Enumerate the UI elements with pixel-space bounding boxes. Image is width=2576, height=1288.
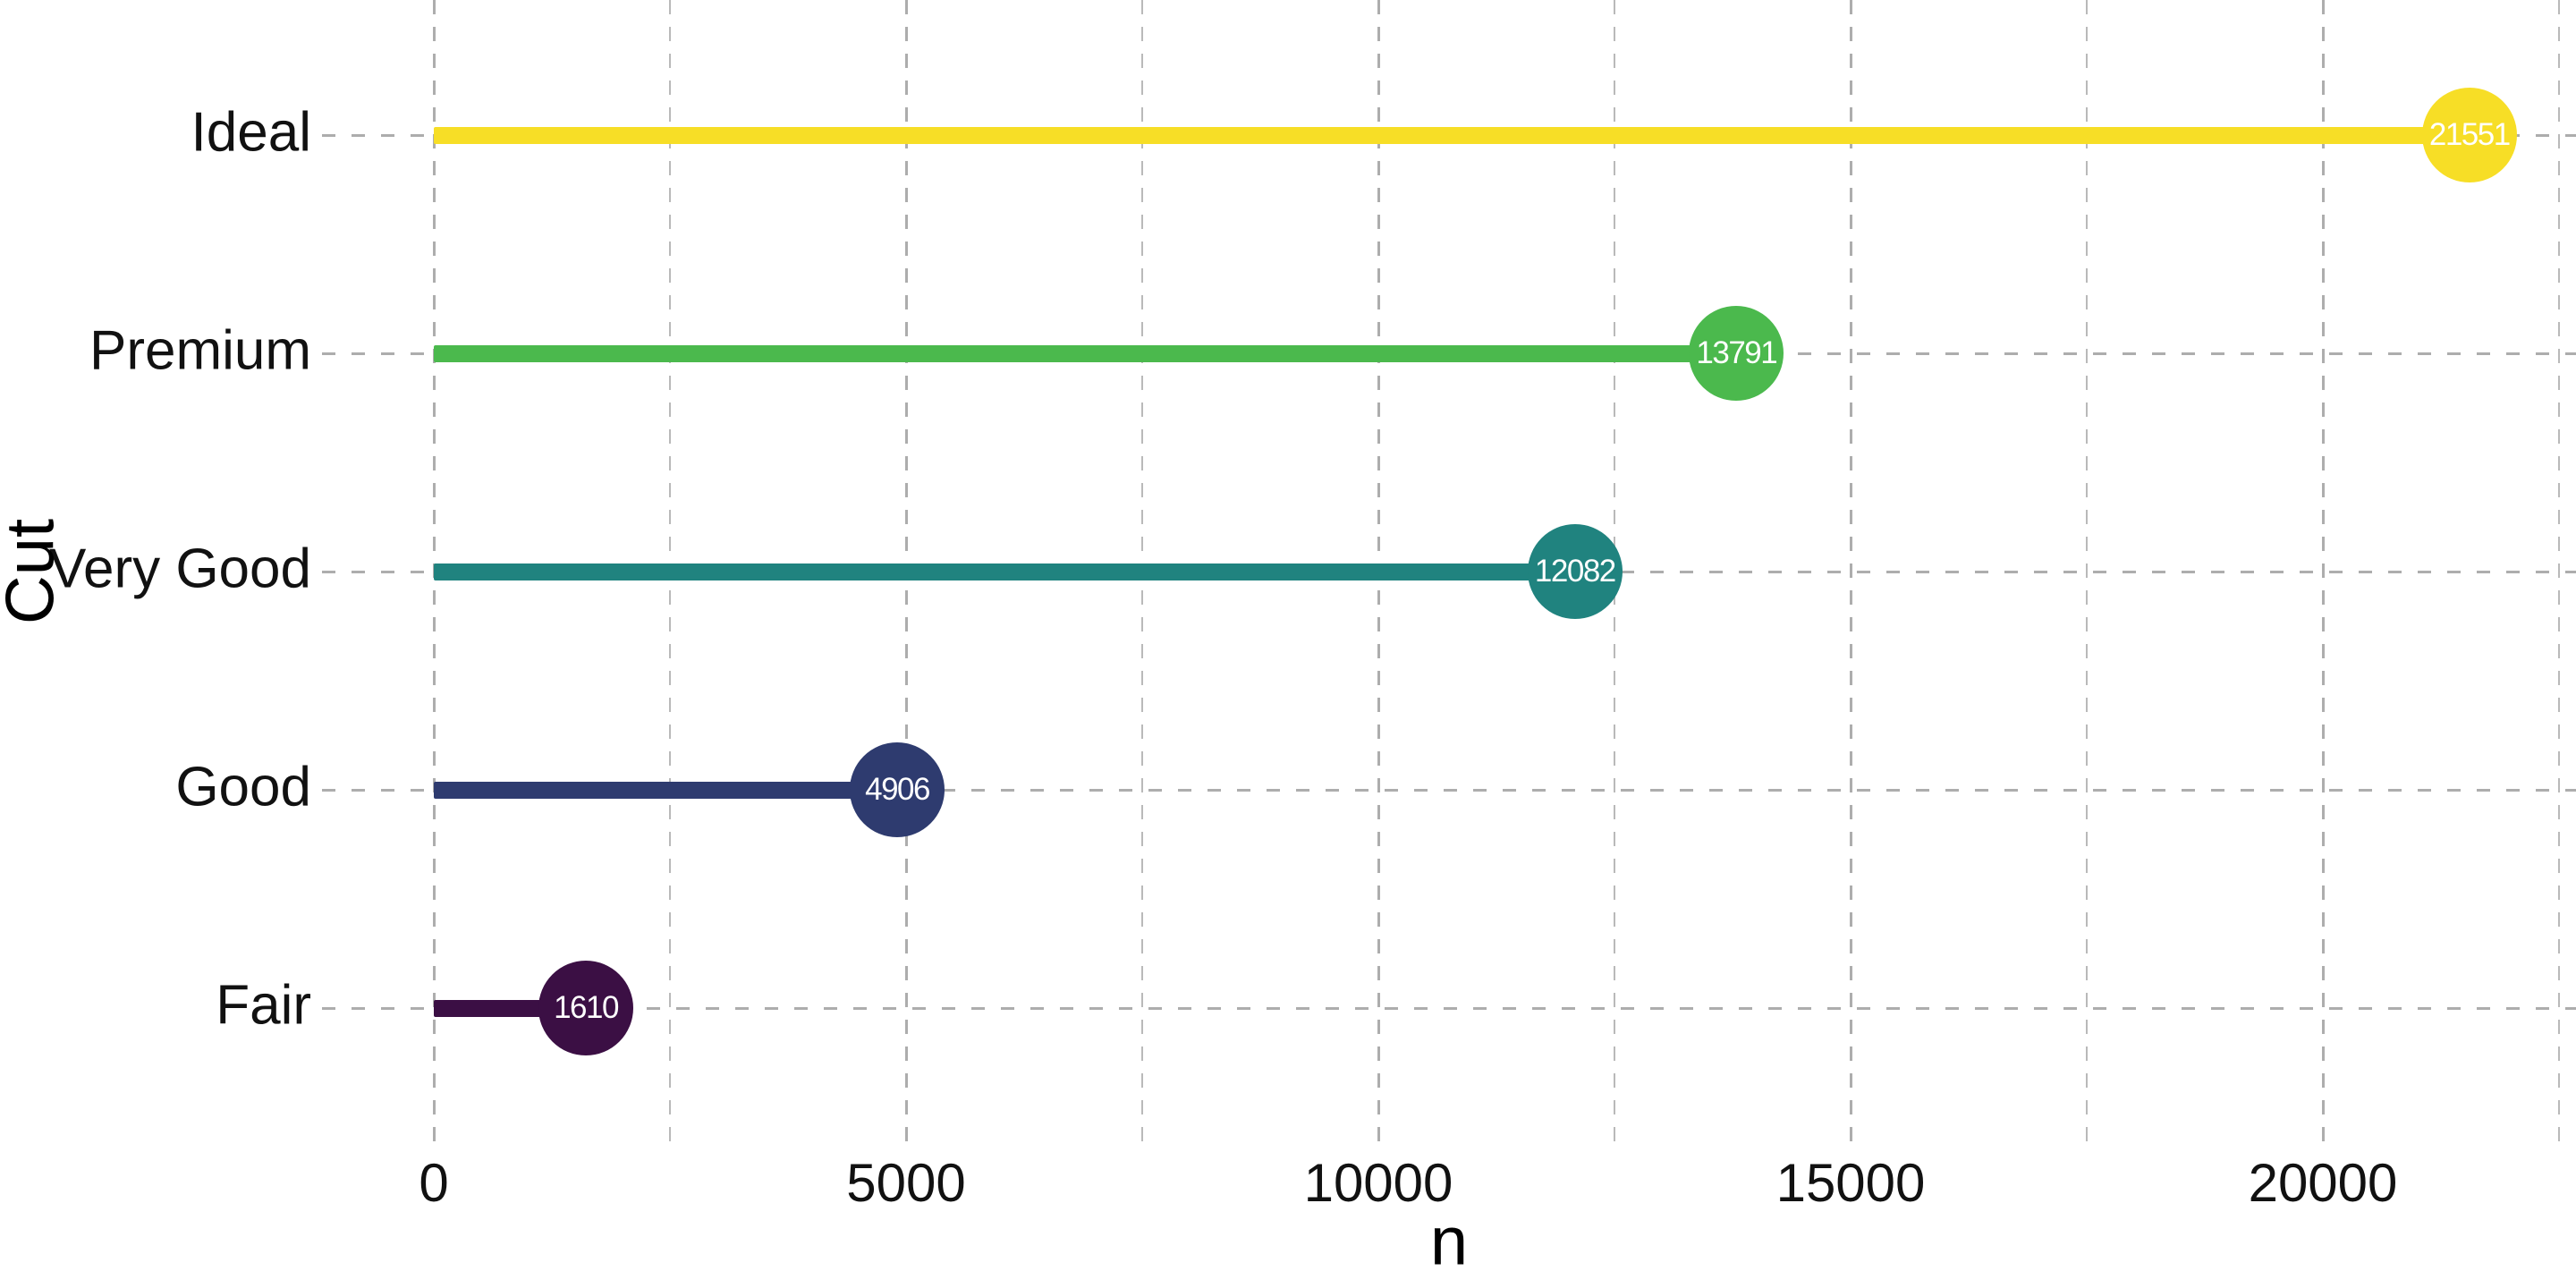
value-label: 1610 <box>554 990 619 1025</box>
lollipop-point: 1610 <box>538 961 634 1055</box>
x-tick-label: 10000 <box>1303 1153 1453 1213</box>
lollipop-point: 13791 <box>1689 306 1784 401</box>
value-label: 21551 <box>2428 117 2511 152</box>
lollipop-stem <box>434 563 1575 580</box>
x-tick-label: 5000 <box>846 1153 966 1213</box>
category-label-very-good: Very Good <box>49 538 311 600</box>
lollipop-point: 4906 <box>850 742 945 837</box>
lollipop-stem <box>434 126 2470 144</box>
y-axis-title: Cut <box>0 518 69 625</box>
category-label-fair: Fair <box>216 974 311 1037</box>
gridline-horizontal <box>322 788 2576 792</box>
value-label: 12082 <box>1534 554 1616 589</box>
x-tick-label: 0 <box>419 1153 449 1213</box>
x-tick-label: 15000 <box>1775 1153 1926 1213</box>
gridline-vertical-minor <box>2086 0 2088 1148</box>
lollipop-stem <box>434 344 1737 362</box>
category-label-ideal: Ideal <box>191 101 311 164</box>
category-label-good: Good <box>175 756 311 818</box>
lollipop-stem <box>434 781 898 799</box>
gridline-vertical-major <box>1849 0 1852 1148</box>
x-axis-title: n <box>1429 1203 1469 1280</box>
value-label: 13791 <box>1696 335 1777 370</box>
lollipop-point: 21551 <box>2421 88 2517 182</box>
gridline-vertical-minor <box>2558 0 2560 1148</box>
gridline-vertical-major <box>2321 0 2325 1148</box>
category-label-premium: Premium <box>89 319 311 382</box>
value-label: 4906 <box>865 772 930 807</box>
gridline-horizontal <box>322 1006 2576 1010</box>
lollipop-point: 12082 <box>1527 524 1623 619</box>
x-tick-label: 20000 <box>2248 1153 2398 1213</box>
